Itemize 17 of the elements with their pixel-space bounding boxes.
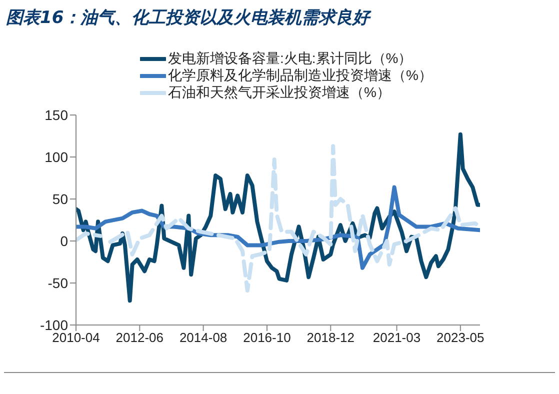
x-tick-label: 2023-05 (436, 330, 484, 346)
legend-label: 石油和天然气开采业投资增速（%） (168, 84, 390, 101)
y-tick-label: 0 (60, 232, 68, 249)
legend-label: 化学原料及化学制品制造业投资增速（%） (168, 67, 432, 84)
x-tick-label: 2012-06 (116, 330, 164, 346)
y-tick-label: -100 (40, 316, 68, 333)
x-tick-label: 2021-03 (372, 330, 421, 346)
y-tick-label: -50 (48, 274, 68, 291)
x-tick-label: 2016-10 (243, 330, 291, 346)
x-tick-label: 2018-12 (306, 330, 354, 346)
legend-label: 发电新增设备容量:火电:累计同比（%） (168, 50, 412, 67)
x-tick-label: 2014-08 (179, 330, 228, 346)
chart-title: 图表16：油气、化工投资以及火电装机需求良好 (6, 7, 370, 29)
y-tick-label: 50 (52, 190, 68, 207)
y-tick-label: 100 (44, 148, 68, 165)
y-tick-label: 150 (44, 106, 68, 123)
x-tick-label: 2010-04 (52, 330, 100, 346)
